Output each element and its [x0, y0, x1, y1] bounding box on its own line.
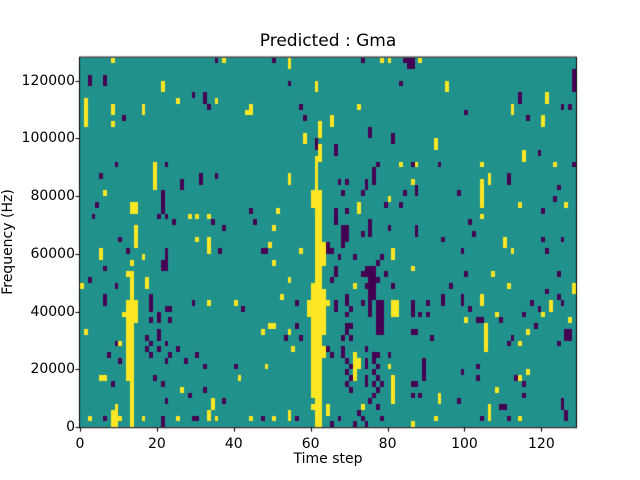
- x-tick-label: 80: [378, 436, 397, 452]
- plot-title: Predicted : Gma: [259, 31, 397, 51]
- y-tick-label: 80000: [30, 188, 75, 205]
- x-axis-label: Time step: [293, 451, 363, 467]
- y-tick-label: 0: [66, 419, 75, 436]
- x-tick-label: 20: [147, 436, 166, 452]
- y-tick-label: 100000: [21, 130, 75, 147]
- y-tick-label: 20000: [30, 361, 75, 378]
- y-tick-label: 60000: [30, 245, 75, 262]
- x-tick-label: 40: [224, 436, 243, 452]
- x-tick-label: 60: [301, 436, 320, 452]
- x-tick-label: 120: [528, 436, 555, 452]
- x-tick-label: 100: [451, 436, 478, 452]
- y-axis-label: Frequency (Hz): [0, 189, 16, 296]
- y-tick-label: 40000: [30, 303, 75, 320]
- x-tick-label: 0: [75, 436, 85, 452]
- y-tick-label: 120000: [21, 72, 75, 89]
